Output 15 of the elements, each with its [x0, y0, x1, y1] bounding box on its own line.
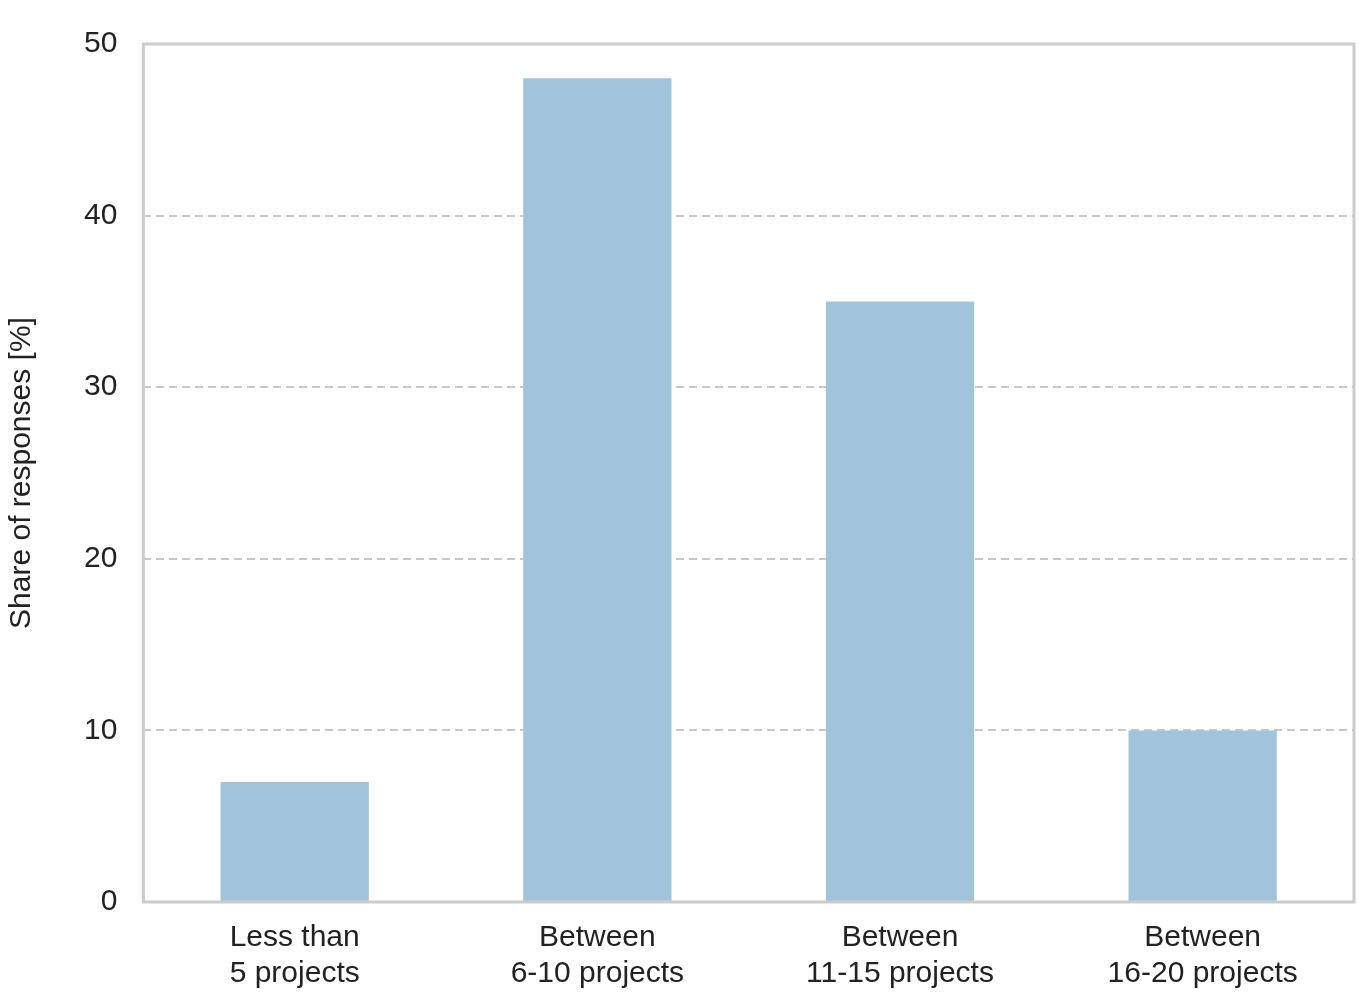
- bar: [523, 78, 672, 901]
- bar: [1128, 730, 1277, 901]
- x-tick-label: Between 16-20 projects: [1107, 919, 1298, 989]
- y-tick-label: 40: [83, 196, 118, 230]
- y-tick-label: 30: [83, 368, 118, 402]
- bar: [825, 301, 975, 901]
- y-tick-label: 20: [83, 540, 118, 574]
- x-tick-label: Between 11-15 projects: [806, 919, 994, 989]
- y-tick-label: 10: [83, 711, 118, 745]
- x-tick-label: Between 6-10 projects: [510, 919, 685, 989]
- y-tick-label: 50: [83, 25, 118, 59]
- y-tick-label: 0: [100, 883, 118, 917]
- y-axis-title: Share of responses [%]: [3, 317, 37, 629]
- bar: [220, 781, 369, 901]
- x-tick-label: Less than 5 projects: [229, 919, 360, 989]
